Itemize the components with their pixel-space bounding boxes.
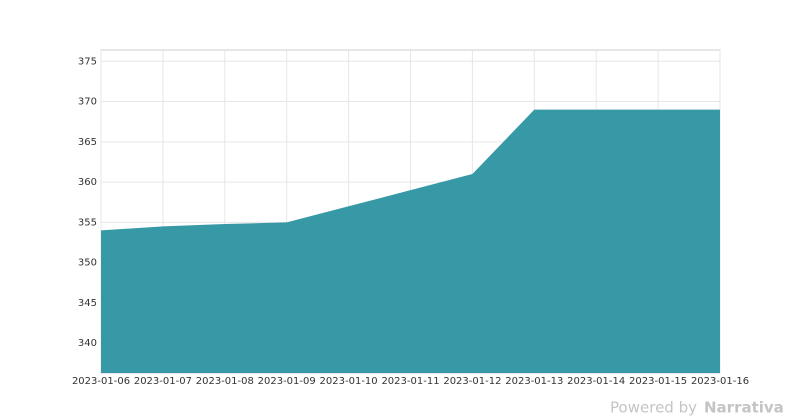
x-tick-label: 2023-01-07 xyxy=(134,376,192,387)
x-tick-label: 2023-01-06 xyxy=(72,376,130,387)
x-tick-label: 2023-01-08 xyxy=(196,376,254,387)
y-tick-label: 370 xyxy=(78,97,97,108)
footer-brand: Narrativa xyxy=(704,399,784,417)
x-tick-label: 2023-01-13 xyxy=(505,376,563,387)
x-tick-label: 2023-01-10 xyxy=(320,376,378,387)
y-tick-label: 355 xyxy=(78,217,97,228)
y-tick-label: 375 xyxy=(78,56,97,67)
y-tick-label: 345 xyxy=(78,298,97,309)
y-tick-label: 360 xyxy=(78,177,97,188)
area xyxy=(101,109,720,373)
y-tick-label: 350 xyxy=(78,258,97,269)
x-tick-label: 2023-01-09 xyxy=(258,376,316,387)
x-tick-label: 2023-01-11 xyxy=(381,376,439,387)
y-tick-label: 365 xyxy=(78,137,97,148)
x-tick-label: 2023-01-16 xyxy=(691,376,749,387)
x-tick-label: 2023-01-14 xyxy=(567,376,625,387)
x-tick-label: 2023-01-15 xyxy=(629,376,687,387)
footer-powered: Powered by xyxy=(610,399,697,417)
x-tick-label: 2023-01-12 xyxy=(443,376,501,387)
y-tick-label: 340 xyxy=(78,338,97,349)
